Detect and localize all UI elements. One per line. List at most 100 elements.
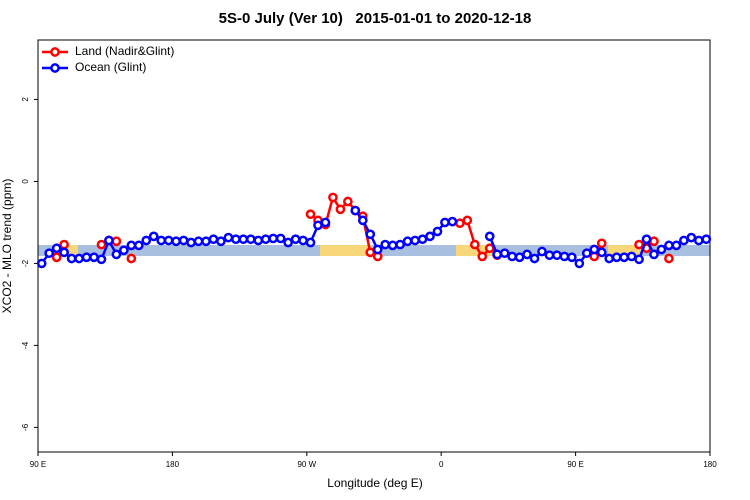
point	[36, 258, 47, 269]
point	[357, 215, 368, 226]
x-axis-label: Longitude (deg E)	[327, 476, 422, 490]
point	[96, 254, 107, 265]
point	[402, 236, 413, 247]
point	[59, 247, 69, 258]
point	[410, 235, 420, 246]
point	[290, 234, 301, 245]
point	[656, 244, 667, 255]
point	[66, 253, 77, 264]
x-tick-label: 90 W	[297, 460, 316, 469]
point	[313, 220, 323, 231]
point	[447, 216, 458, 227]
point	[178, 235, 189, 246]
point	[44, 248, 55, 259]
point	[260, 234, 271, 245]
point	[163, 235, 174, 246]
x-tick-label: 180	[703, 460, 717, 469]
point	[596, 238, 607, 249]
point	[499, 248, 510, 259]
point	[104, 235, 114, 246]
plot-frame	[37, 39, 711, 453]
legend-marker	[50, 47, 60, 57]
y-tick-label: -2	[21, 259, 30, 267]
y-tick-label: -4	[21, 341, 30, 349]
point	[268, 233, 279, 244]
point	[126, 253, 137, 264]
point	[201, 236, 211, 247]
point	[679, 235, 689, 246]
point	[477, 251, 488, 262]
land-band	[320, 245, 372, 256]
x-tick-label: 90 E	[30, 460, 46, 469]
point	[298, 235, 308, 246]
point	[469, 239, 480, 250]
point	[253, 235, 264, 246]
point	[693, 235, 704, 246]
point	[81, 252, 92, 263]
point	[96, 239, 107, 250]
land-band	[456, 245, 492, 256]
point	[89, 252, 99, 263]
point	[664, 253, 674, 264]
x-tick-label: 90 E	[567, 460, 583, 469]
point	[417, 234, 428, 245]
point	[387, 240, 398, 251]
point	[634, 239, 644, 250]
point	[126, 240, 137, 251]
point	[350, 205, 361, 216]
point	[231, 234, 241, 245]
point	[186, 237, 196, 248]
point	[440, 217, 450, 228]
point	[641, 234, 652, 245]
point	[343, 196, 353, 207]
point	[701, 234, 712, 245]
point	[559, 251, 570, 262]
point	[372, 244, 383, 255]
point	[455, 218, 465, 229]
point	[484, 231, 495, 242]
chart-title: 5S-0 July (Ver 10) 2015-01-01 to 2020-12…	[219, 10, 532, 27]
point	[193, 236, 204, 247]
point	[283, 237, 293, 248]
point	[522, 249, 532, 260]
y-tick-label: 2	[21, 97, 30, 102]
point	[537, 246, 547, 257]
point	[686, 232, 697, 243]
point	[581, 248, 592, 259]
point	[59, 239, 69, 250]
x-tick-label: 0	[439, 460, 444, 469]
point	[462, 215, 473, 226]
point	[51, 243, 62, 254]
point	[156, 235, 167, 246]
point	[671, 240, 682, 251]
point	[335, 204, 346, 215]
point	[492, 249, 503, 260]
x-tick-label: 180	[166, 460, 180, 469]
point	[619, 252, 629, 263]
point	[223, 232, 234, 243]
point	[574, 258, 585, 269]
point	[507, 251, 517, 262]
point	[514, 252, 525, 263]
point	[133, 240, 144, 251]
point	[611, 252, 622, 263]
y-tick-label: 0	[21, 179, 30, 184]
legend-label: Land (Nadir&Glint)	[75, 44, 174, 58]
point	[171, 236, 181, 247]
point	[634, 254, 644, 265]
point	[328, 192, 338, 203]
point	[216, 236, 226, 247]
point	[395, 239, 405, 250]
point	[567, 252, 577, 263]
point	[245, 234, 256, 245]
point	[320, 217, 331, 228]
point	[208, 234, 219, 245]
point	[148, 231, 159, 242]
point	[432, 226, 443, 237]
y-axis-label: XCO2 - MLO trend (ppm)	[0, 179, 14, 314]
y-tick-label: -6	[21, 423, 30, 431]
point	[111, 249, 122, 260]
point	[111, 236, 122, 247]
point	[365, 229, 376, 240]
point	[380, 239, 391, 250]
